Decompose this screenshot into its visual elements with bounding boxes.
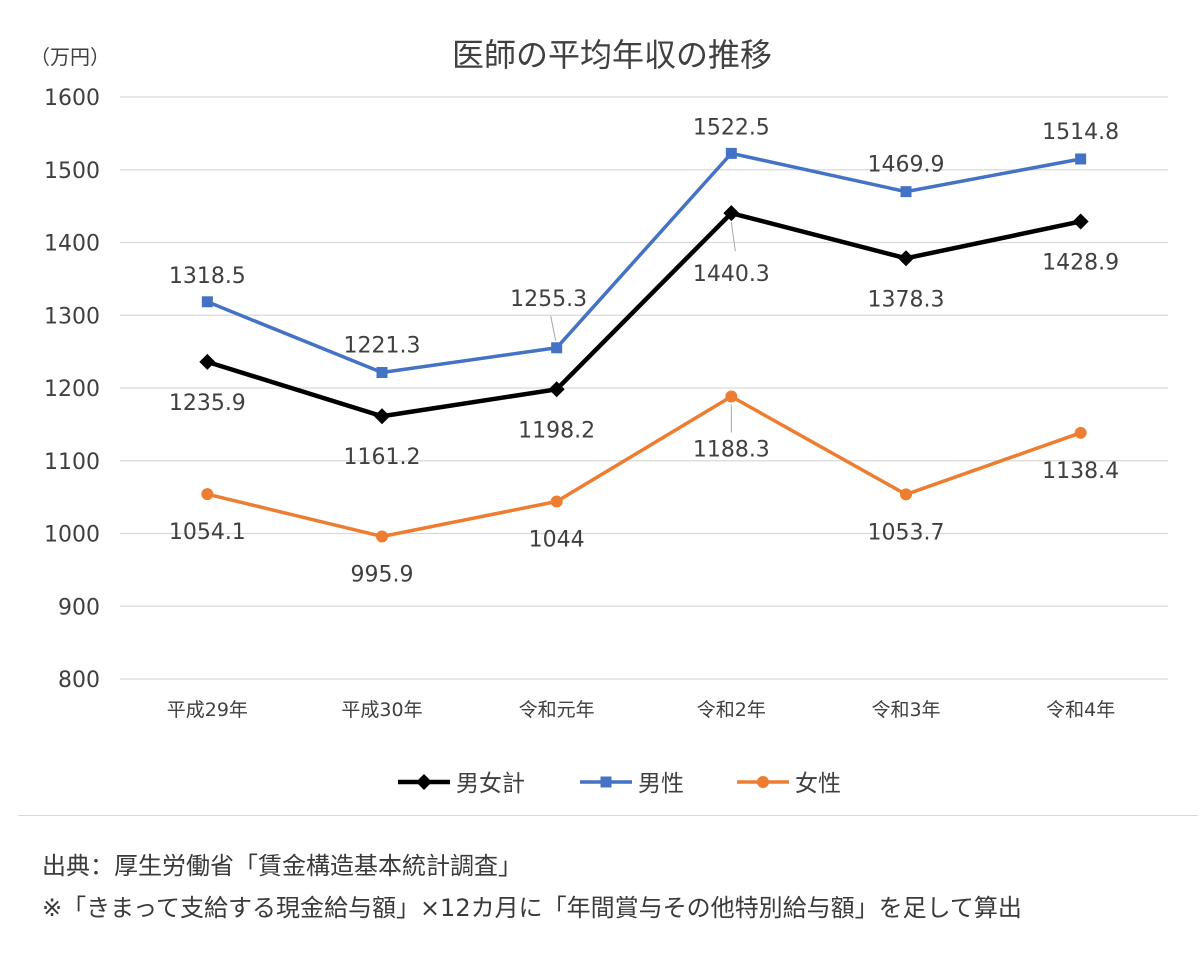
y-tick-label: 900 — [58, 595, 100, 620]
data-point — [374, 408, 390, 425]
data-point — [900, 488, 912, 501]
data-point — [551, 342, 563, 354]
y-tick-label: 1400 — [44, 232, 100, 257]
legend-marker — [416, 774, 432, 790]
y-tick-label: 1500 — [44, 159, 100, 184]
data-label: 1138.4 — [1042, 459, 1119, 484]
legend-item: 男性 — [580, 771, 684, 797]
legend: 男女計 男性 女性 — [398, 771, 841, 797]
x-axis-ticks: 平成29年 平成30年 令和元年 令和2年 令和3年 令和4年 — [167, 699, 1115, 721]
data-label: 1522.5 — [693, 115, 770, 140]
calculation-note: ※「きまって支給する現金給与額」×12カ月に「年間賞与その他特別給与額」を足して… — [42, 894, 1022, 922]
data-point — [725, 147, 737, 159]
y-axis-unit-label: （万円） — [30, 45, 110, 69]
data-point — [723, 205, 740, 222]
data-point — [1075, 153, 1087, 165]
chart-title: 医師の平均年収の推移 — [452, 36, 772, 74]
divider — [18, 815, 1198, 816]
data-label: 1428.9 — [1042, 250, 1119, 275]
legend-label: 男女計 — [456, 771, 525, 797]
legend-label: 男性 — [638, 771, 684, 797]
data-point — [199, 353, 216, 370]
legend-label: 女性 — [795, 771, 841, 797]
data-label: 1235.9 — [169, 391, 246, 416]
line-chart: 医師の平均年収の推移 （万円） 800 900 1000 1100 1200 1300 14… — [30, 36, 1168, 797]
x-tick-label: 令和3年 — [871, 699, 940, 721]
data-point — [548, 381, 565, 398]
data-label: 995.9 — [351, 562, 414, 587]
data-label: 1221.3 — [344, 334, 421, 359]
y-tick-label: 1000 — [44, 523, 100, 548]
data-label: 1044 — [529, 527, 585, 552]
data-label: 1188.3 — [693, 438, 770, 463]
data-label: 1255.3 — [510, 287, 587, 312]
data-point — [376, 367, 388, 379]
data-point — [725, 390, 738, 403]
y-tick-label: 1300 — [44, 304, 100, 329]
x-tick-label: 平成29年 — [167, 699, 248, 721]
data-label: 1054.1 — [169, 520, 246, 545]
y-tick-label: 1200 — [44, 377, 100, 402]
data-label: 1514.8 — [1042, 120, 1119, 145]
data-label: 1469.9 — [868, 153, 945, 178]
data-point — [898, 250, 914, 267]
series-1 — [201, 147, 1087, 379]
data-point — [201, 488, 214, 501]
data-point — [1074, 426, 1087, 439]
label-leader-line — [730, 222, 736, 252]
series-line — [206, 394, 1082, 539]
legend-marker — [757, 776, 769, 788]
y-tick-label: 1600 — [44, 86, 100, 111]
data-labels: 1235.9 1161.2 1198.2 1440.3 1378.3 1428.9 1318… — [169, 115, 1119, 587]
data-point — [550, 495, 563, 508]
y-tick-label: 800 — [58, 668, 100, 693]
x-tick-label: 令和4年 — [1046, 699, 1115, 721]
data-point — [1072, 213, 1089, 230]
data-point — [201, 296, 213, 308]
data-label: 1161.2 — [344, 445, 421, 470]
data-label: 1198.2 — [518, 418, 595, 443]
x-tick-label: 令和元年 — [519, 699, 595, 721]
data-point — [376, 530, 388, 543]
data-label: 1440.3 — [693, 262, 770, 287]
gridlines — [120, 96, 1168, 680]
source-note: 出典：厚生労働省「賃金構造基本統計調査」 — [42, 852, 522, 880]
series-layer — [199, 147, 1089, 543]
series-line — [206, 210, 1082, 419]
series-line — [206, 151, 1081, 375]
y-axis-ticks: 800 900 1000 1100 1200 1300 1400 1500 1600 — [44, 86, 100, 693]
data-label: 1378.3 — [868, 287, 945, 312]
series-0 — [199, 205, 1089, 425]
x-tick-label: 平成30年 — [341, 699, 422, 721]
y-tick-label: 1100 — [44, 450, 100, 475]
x-tick-label: 令和2年 — [697, 699, 766, 721]
series-2 — [201, 390, 1087, 543]
legend-item: 男女計 — [398, 771, 525, 797]
data-label: 1318.5 — [169, 264, 246, 289]
data-label: 1053.7 — [868, 520, 945, 545]
label-leader-line — [550, 315, 557, 341]
legend-item: 女性 — [737, 771, 841, 797]
legend-marker — [600, 776, 612, 788]
data-point — [900, 186, 912, 198]
